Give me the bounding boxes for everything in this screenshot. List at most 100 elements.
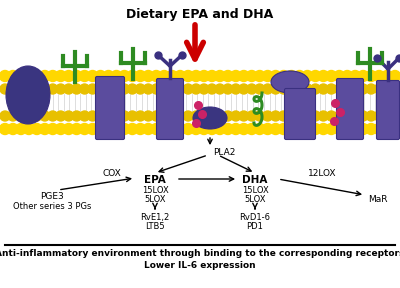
Circle shape — [382, 71, 392, 82]
Circle shape — [342, 124, 353, 134]
Circle shape — [230, 124, 241, 134]
Circle shape — [294, 124, 305, 134]
Circle shape — [358, 124, 369, 134]
Circle shape — [8, 111, 18, 121]
Circle shape — [239, 111, 249, 121]
Circle shape — [143, 111, 153, 121]
Circle shape — [255, 84, 265, 94]
FancyBboxPatch shape — [156, 79, 184, 139]
Text: Dietary EPA and DHA: Dietary EPA and DHA — [126, 8, 274, 21]
Circle shape — [271, 111, 281, 121]
Ellipse shape — [193, 107, 227, 129]
Circle shape — [207, 111, 217, 121]
Text: 15LOX: 15LOX — [142, 186, 168, 195]
Circle shape — [151, 111, 161, 121]
Circle shape — [23, 71, 34, 82]
Circle shape — [238, 71, 249, 82]
Circle shape — [334, 124, 345, 134]
Circle shape — [246, 71, 257, 82]
Text: Lower IL-6 expression: Lower IL-6 expression — [144, 261, 256, 270]
Circle shape — [215, 111, 225, 121]
Circle shape — [262, 124, 273, 134]
Circle shape — [47, 124, 58, 134]
Bar — [10, 80, 46, 110]
Text: EPA: EPA — [144, 175, 166, 185]
Circle shape — [8, 84, 18, 94]
Circle shape — [63, 71, 74, 82]
Circle shape — [87, 71, 98, 82]
Ellipse shape — [271, 71, 309, 93]
Circle shape — [72, 84, 82, 94]
Circle shape — [334, 84, 344, 94]
Circle shape — [119, 84, 129, 94]
Circle shape — [382, 84, 392, 94]
Circle shape — [159, 71, 170, 82]
Circle shape — [286, 111, 296, 121]
Circle shape — [198, 71, 210, 82]
Circle shape — [390, 71, 400, 82]
Circle shape — [159, 84, 169, 94]
Text: PD1: PD1 — [246, 222, 264, 231]
Circle shape — [318, 71, 329, 82]
Circle shape — [191, 84, 201, 94]
Circle shape — [64, 111, 74, 121]
Circle shape — [135, 124, 146, 134]
Circle shape — [16, 71, 26, 82]
Circle shape — [0, 111, 10, 121]
Circle shape — [87, 124, 98, 134]
Text: LTB5: LTB5 — [145, 222, 165, 231]
Circle shape — [24, 84, 34, 94]
Circle shape — [32, 84, 42, 94]
Circle shape — [342, 71, 353, 82]
Circle shape — [374, 111, 384, 121]
Circle shape — [167, 71, 178, 82]
Circle shape — [302, 71, 313, 82]
Circle shape — [358, 84, 368, 94]
Circle shape — [119, 111, 129, 121]
Circle shape — [263, 111, 273, 121]
Circle shape — [286, 71, 297, 82]
Circle shape — [39, 124, 50, 134]
Circle shape — [175, 71, 186, 82]
Circle shape — [270, 124, 281, 134]
Circle shape — [159, 111, 169, 121]
Text: Other series 3 PGs: Other series 3 PGs — [13, 202, 91, 211]
Circle shape — [182, 71, 194, 82]
Circle shape — [167, 111, 177, 121]
Circle shape — [246, 124, 257, 134]
Circle shape — [239, 84, 249, 94]
Circle shape — [247, 111, 257, 121]
Circle shape — [206, 124, 218, 134]
Text: MaR: MaR — [368, 195, 388, 204]
Circle shape — [350, 124, 361, 134]
Circle shape — [0, 84, 10, 94]
Circle shape — [382, 111, 392, 121]
Circle shape — [55, 124, 66, 134]
Circle shape — [0, 71, 10, 82]
Circle shape — [278, 124, 289, 134]
Circle shape — [222, 124, 233, 134]
Circle shape — [119, 124, 130, 134]
Circle shape — [206, 71, 218, 82]
Circle shape — [262, 71, 273, 82]
Circle shape — [302, 84, 312, 94]
Circle shape — [40, 84, 50, 94]
Circle shape — [55, 71, 66, 82]
FancyBboxPatch shape — [376, 81, 400, 139]
Circle shape — [167, 84, 177, 94]
Circle shape — [127, 124, 138, 134]
Circle shape — [230, 71, 241, 82]
Circle shape — [80, 84, 90, 94]
Circle shape — [231, 84, 241, 94]
Text: PGE3: PGE3 — [40, 192, 64, 201]
Circle shape — [190, 124, 202, 134]
Circle shape — [8, 124, 18, 134]
Circle shape — [80, 111, 90, 121]
Circle shape — [47, 71, 58, 82]
Text: Anti-inflammatory environment through binding to the corresponding receptors: Anti-inflammatory environment through bi… — [0, 249, 400, 258]
Circle shape — [294, 71, 305, 82]
Circle shape — [56, 111, 66, 121]
Circle shape — [79, 71, 90, 82]
Circle shape — [167, 124, 178, 134]
Circle shape — [143, 124, 154, 134]
